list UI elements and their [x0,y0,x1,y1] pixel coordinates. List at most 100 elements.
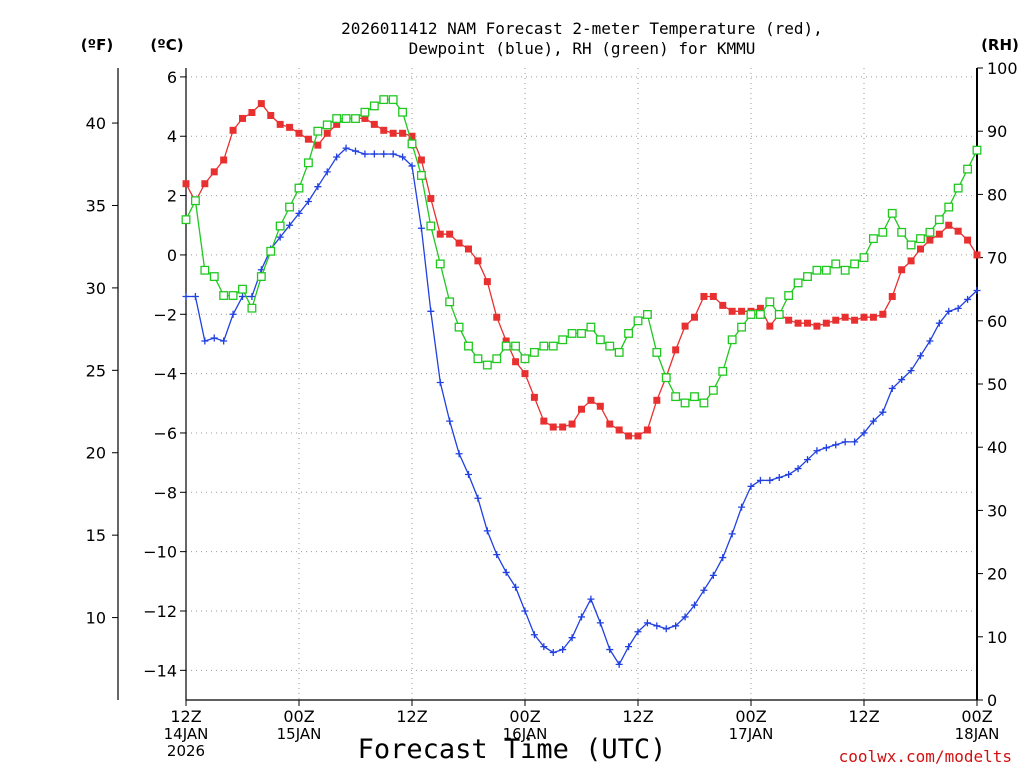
dewpoint-point [578,613,585,621]
temperature-point [182,180,190,188]
rh-point [341,114,351,124]
rh-point [275,221,285,231]
rh-point [322,120,332,130]
x-tick-label: 12Z [170,707,201,726]
temperature-point [596,402,604,410]
x-tick-date-label: 2026 [167,742,205,760]
x-tick-date-label: 15JAN [277,725,322,743]
temperature-point [502,337,510,345]
rh-point [831,259,841,269]
dewpoint-point [436,379,444,387]
dewpoint-point [549,649,557,657]
temperature-point [427,195,435,203]
rh-point [539,341,549,351]
dewpoint-point [276,233,284,241]
chart-series [181,95,982,668]
rh-point [398,107,408,117]
rh-point [351,114,360,124]
rh-point [652,347,662,357]
temperature-point [794,319,802,327]
dewpoint-point [935,319,943,327]
rh-point [642,310,652,319]
rh-tick-label: 10 [987,628,1007,647]
rh-point [868,234,878,244]
fahrenheit-tick-label: 40 [86,114,106,133]
rh-point [699,398,709,408]
dewpoint-point [210,334,218,342]
rh-point [953,183,963,193]
celsius-tick-label: 6 [167,68,177,87]
temperature-point [691,313,698,321]
celsius-tick-label: −8 [153,483,177,502]
rh-point [219,291,229,300]
temperature-point [257,100,265,108]
dewpoint-point [672,622,680,630]
rh-point [294,183,304,193]
dewpoint-point [286,221,294,229]
rh-point [614,347,624,357]
dewpoint-point [832,441,840,449]
dewpoint-point [380,150,388,158]
dewpoint-point [945,307,953,315]
rh-point [774,310,784,319]
x-tick-label: 00Z [735,707,766,726]
rh-point [558,335,568,345]
rh-point [454,322,464,332]
dewpoint-point [700,586,708,594]
series-line-relative-humidity [185,98,978,404]
rh-tick-label: 20 [987,565,1007,584]
dewpoint-point [728,530,736,538]
dewpoint-point [738,503,746,511]
rh-point [793,278,803,288]
temperature-point [700,292,708,300]
celsius-tick-label: −2 [153,305,177,324]
temperature-point [785,316,793,324]
rh-point [812,265,822,275]
rh-tick-label: 30 [987,501,1007,520]
dewpoint-point [766,476,774,484]
temperature-point [408,132,416,140]
dewpoint-point [191,292,199,300]
temperature-point [465,245,472,253]
dewpoint-point [804,456,811,464]
dewpoint-point [813,447,821,455]
rh-point [303,158,313,168]
temperature-point [804,319,811,327]
x-tick-date-label: 18JAN [955,725,1000,743]
rh-point [690,392,699,402]
dewpoint-point [907,367,915,375]
temperature-point [304,135,312,143]
rh-point [200,265,210,275]
dewpoint-point [201,337,209,345]
rh-point [435,259,445,269]
temperature-point [201,180,209,188]
dewpoint-point [559,646,567,654]
temperature-point [455,239,463,247]
rh-point [906,240,916,250]
dewpoint-point [964,295,972,303]
rh-point [737,322,747,332]
dewpoint-point [756,476,764,484]
rh-point [803,272,812,282]
dewpoint-point [643,619,651,627]
fahrenheit-tick-label: 15 [86,526,106,545]
rh-tick-label: 50 [987,375,1007,394]
fahrenheit-tick-label: 20 [86,444,106,463]
dewpoint-point [898,376,906,384]
rh-point [520,354,530,364]
temperature-point [267,111,275,119]
rh-point [944,202,954,212]
rh-point [473,354,483,364]
temperature-point [898,266,906,274]
temperature-point [333,120,341,128]
dewpoint-point [389,150,397,158]
temperature-point [248,109,256,117]
temperature-point [907,257,915,265]
rh-point [680,398,690,408]
rh-point [209,272,219,282]
dewpoint-point [399,153,407,161]
rh-point [605,341,615,351]
rh-point [388,95,398,105]
temperature-point [615,426,623,434]
temperature-point [276,120,284,128]
